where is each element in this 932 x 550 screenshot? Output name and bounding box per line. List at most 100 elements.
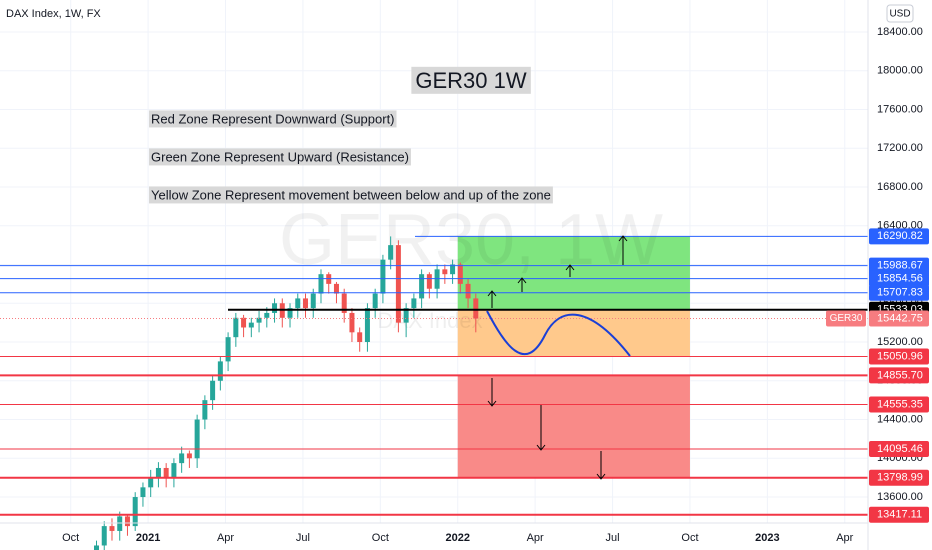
y-tick-label: 17600.00 bbox=[877, 103, 923, 115]
annotation-bg bbox=[149, 148, 411, 166]
annotation: Red Zone Represent Downward (Support) bbox=[151, 111, 395, 126]
candle-body bbox=[457, 264, 463, 284]
level-label-bg bbox=[869, 228, 929, 245]
level-label: 16290.82 bbox=[877, 230, 923, 242]
x-tick-label: Oct bbox=[681, 532, 698, 544]
candle-body bbox=[124, 516, 130, 527]
candle-body bbox=[132, 497, 138, 527]
annotation-bg bbox=[411, 66, 531, 94]
candle-body bbox=[357, 332, 363, 343]
candle-body bbox=[364, 308, 370, 343]
level-label: 15854.56 bbox=[877, 273, 923, 285]
up-arrow bbox=[517, 277, 527, 292]
candle-body bbox=[272, 303, 278, 313]
zone bbox=[457, 236, 690, 310]
annotation: Yellow Zone Represent movement between b… bbox=[151, 187, 551, 202]
candle-body bbox=[403, 308, 409, 323]
x-tick-label: Apr bbox=[527, 532, 544, 544]
annotation-bg bbox=[149, 186, 553, 204]
zone bbox=[457, 375, 690, 478]
down-arrow bbox=[487, 378, 497, 407]
candle-body bbox=[419, 274, 425, 299]
x-tick-label: 2023 bbox=[755, 532, 779, 544]
candle-body bbox=[94, 545, 100, 550]
x-tick-label: 2022 bbox=[445, 532, 469, 544]
candle-body bbox=[179, 453, 185, 464]
price-axis: 13600.0014000.0014400.0014800.0015200.00… bbox=[62, 26, 929, 544]
annotation: Green Zone Represent Upward (Resistance) bbox=[151, 149, 409, 164]
candle-body bbox=[101, 526, 107, 546]
candle-body bbox=[287, 308, 293, 318]
level-label-bg bbox=[869, 257, 929, 274]
watermark-sub: DAX Index bbox=[377, 308, 482, 333]
candle-body bbox=[210, 380, 216, 401]
level-label-bg bbox=[869, 396, 929, 413]
projection-curve bbox=[486, 310, 631, 357]
candle-body bbox=[225, 337, 231, 362]
y-tick-label: 15200.00 bbox=[877, 336, 923, 348]
candle-body bbox=[140, 487, 146, 498]
y-tick-label: 16800.00 bbox=[877, 181, 923, 193]
level-label: 13798.99 bbox=[877, 472, 923, 484]
watermark: GER30, 1W bbox=[279, 200, 663, 280]
x-tick-label: Apr bbox=[836, 532, 853, 544]
candle-body bbox=[310, 293, 316, 309]
candle-body bbox=[380, 259, 386, 294]
candle-body bbox=[411, 298, 417, 309]
up-arrow bbox=[487, 290, 497, 308]
candle-body bbox=[395, 245, 401, 323]
annotation-title: GER30 1W bbox=[415, 68, 526, 93]
level-label: 14555.35 bbox=[877, 398, 923, 410]
currency[interactable]: USD bbox=[889, 9, 910, 20]
level-label: 15050.96 bbox=[877, 350, 923, 362]
annotation-bg bbox=[149, 110, 397, 128]
candle-body bbox=[233, 317, 239, 338]
last-price-bg bbox=[869, 310, 929, 327]
level-label-bg bbox=[869, 469, 929, 486]
chart-title: DAX Index, 1W, FX bbox=[6, 8, 101, 20]
last-price-label: 15442.75 bbox=[877, 312, 923, 324]
candle-body bbox=[450, 264, 456, 275]
y-tick-label: 14400.00 bbox=[877, 413, 923, 425]
candle-body bbox=[117, 516, 123, 531]
candle-body bbox=[155, 467, 161, 478]
candle-body bbox=[148, 477, 154, 488]
arrows bbox=[487, 235, 628, 480]
candle-body bbox=[248, 322, 254, 328]
candle-body bbox=[202, 400, 208, 420]
candle-body bbox=[256, 317, 262, 323]
x-tick-label: Apr bbox=[217, 532, 234, 544]
candle-body bbox=[442, 269, 448, 275]
background-layer bbox=[0, 0, 868, 523]
candle-body bbox=[295, 298, 301, 309]
level-label-bg bbox=[869, 367, 929, 384]
candle-body bbox=[318, 274, 324, 294]
symbol-tag: GER30 bbox=[830, 313, 863, 324]
candle-body bbox=[217, 361, 223, 381]
annotations: GER30 1W Red Zone Represent Downward (Sup… bbox=[149, 66, 553, 204]
x-tick-label: Jul bbox=[606, 532, 620, 544]
candle-body bbox=[171, 463, 177, 478]
candle-body bbox=[473, 298, 479, 319]
level-label: 13417.11 bbox=[877, 509, 922, 521]
candle-body bbox=[341, 293, 347, 313]
plot bbox=[0, 235, 868, 550]
candle-body bbox=[186, 453, 192, 459]
level-label-bg bbox=[869, 270, 929, 287]
candle-body bbox=[303, 298, 309, 309]
currency-button[interactable] bbox=[886, 4, 914, 23]
level-label: 15707.83 bbox=[877, 287, 923, 299]
candle-body bbox=[241, 317, 247, 328]
y-tick-label: 18400.00 bbox=[877, 26, 923, 38]
x-tick-label: 2021 bbox=[136, 532, 160, 544]
y-tick-label: 17200.00 bbox=[877, 142, 923, 154]
candle-body bbox=[163, 467, 169, 478]
level-label: 15988.67 bbox=[877, 260, 923, 272]
up-arrow bbox=[565, 264, 575, 277]
candle-body bbox=[333, 283, 339, 294]
candle-body bbox=[264, 312, 270, 318]
candle-body bbox=[388, 245, 394, 260]
down-arrow bbox=[536, 405, 546, 451]
down-arrow bbox=[596, 451, 606, 480]
level-label: 14095.46 bbox=[877, 443, 923, 455]
